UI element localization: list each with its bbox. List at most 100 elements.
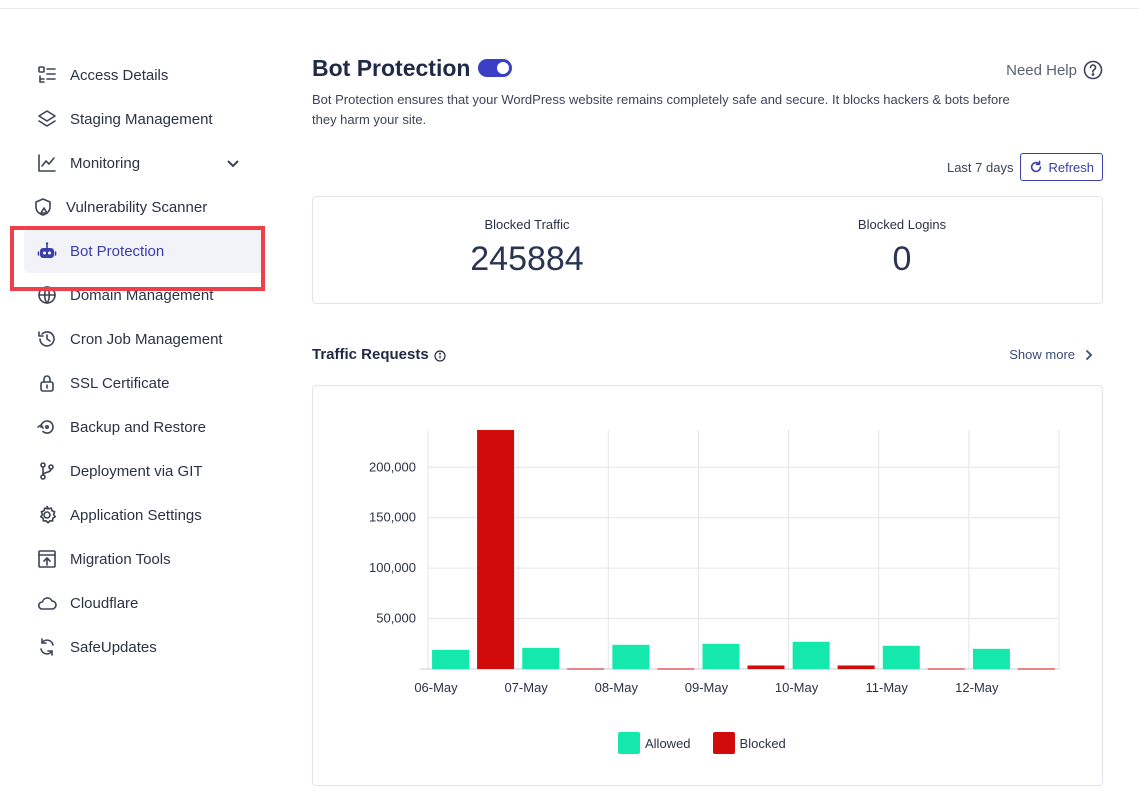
section-title-text: Traffic Requests [312, 346, 429, 363]
sidebar-item-deployment-via-git[interactable]: Deployment via GIT [24, 449, 264, 493]
top-divider [0, 8, 1139, 9]
sidebar-item-label: Cloudflare [70, 594, 139, 612]
sidebar-item-backup-and-restore[interactable]: Backup and Restore [24, 405, 264, 449]
traffic-chart: 50,000 100,000 150,000 200,000 06-May 07-May 0… [369, 430, 1060, 695]
date-range-label: Last 7 days [946, 159, 1014, 175]
sidebar-item-bot-protection[interactable]: Bot Protection [24, 229, 264, 273]
sidebar-item-label: Cron Job Management [70, 330, 223, 348]
sidebar-item-application-settings[interactable]: Application Settings [24, 493, 264, 537]
show-more-link[interactable]: Show more [1009, 347, 1095, 362]
show-more-label: Show more [1009, 347, 1075, 362]
bar-blocked [747, 665, 785, 669]
toggle-knob [497, 62, 510, 74]
clock-history-icon [36, 328, 58, 350]
info-icon[interactable] [434, 349, 446, 362]
blocked-traffic-label: Blocked Traffic [484, 217, 570, 232]
sidebar-item-label: Bot Protection [70, 242, 165, 260]
range-controls: Last 7 days Refresh [947, 153, 1103, 181]
refresh-cycle-icon [36, 636, 58, 658]
x-tick-label: 07-May [504, 680, 548, 695]
refresh-label: Refresh [1048, 159, 1094, 175]
bar-allowed [792, 641, 830, 669]
gear-icon [36, 504, 58, 526]
sidebar-item-label: SSL Certificate [70, 374, 170, 392]
legend-item-allowed[interactable]: Allowed [618, 732, 691, 754]
legend-swatch-allowed [618, 732, 640, 754]
x-tick-label: 09-May [685, 680, 729, 695]
blocked-traffic-stat: Blocked Traffic 245884 [377, 217, 677, 279]
sidebar-item-label: Access Details [70, 66, 169, 84]
bar-allowed [522, 647, 560, 669]
sidebar-item-label: Vulnerability Scanner [66, 198, 208, 216]
sidebar-item-cloudflare[interactable]: Cloudflare [24, 581, 264, 625]
cloud-icon [36, 592, 58, 614]
robot-icon [36, 240, 58, 262]
x-tick-label: 11-May [866, 680, 909, 695]
shield-icon [32, 196, 54, 218]
chart-legend: Allowed Blocked [618, 732, 808, 754]
migration-icon [36, 548, 58, 570]
bar-allowed [702, 643, 740, 669]
backup-icon [36, 416, 58, 438]
y-tick-label: 50,000 [376, 611, 416, 626]
section-title: Traffic Requests [312, 346, 1103, 363]
chevron-right-icon [1086, 349, 1093, 360]
chevron-down-icon[interactable] [224, 154, 242, 172]
legend-swatch-blocked [712, 732, 735, 754]
x-tick-label: 10-May [775, 680, 819, 695]
bar-blocked [567, 668, 605, 670]
sidebar-item-cron-job-management[interactable]: Cron Job Management [24, 317, 264, 361]
need-help-link[interactable]: Need Help [1006, 60, 1103, 80]
traffic-chart-card: 50,000 100,000 150,000 200,000 06-May 07-May 0… [312, 385, 1103, 786]
bar-blocked [657, 668, 695, 670]
sidebar-item-ssl-certificate[interactable]: SSL Certificate [24, 361, 264, 405]
blocked-logins-stat: Blocked Logins 0 [752, 217, 1052, 279]
page-description: Bot Protection ensures that your WordPre… [312, 92, 1010, 127]
main-content: Bot Protection Need Help Bot Protection … [312, 50, 1103, 786]
legend-item-blocked[interactable]: Blocked [712, 732, 786, 754]
sidebar-item-label: Monitoring [70, 154, 141, 172]
sidebar-item-vulnerability-scanner[interactable]: Vulnerability Scanner [24, 185, 264, 229]
layers-icon [36, 108, 58, 130]
sidebar-item-label: Application Settings [70, 506, 202, 524]
git-branch-icon [36, 460, 58, 482]
access-details-icon [36, 64, 58, 86]
sidebar-item-label: Backup and Restore [70, 418, 206, 436]
bot-protection-toggle[interactable] [478, 59, 513, 77]
sidebar-item-label: Domain Management [70, 286, 214, 304]
bar-allowed [882, 645, 920, 669]
sidebar-item-label: Staging Management [70, 110, 213, 128]
bar-allowed [612, 644, 650, 669]
sidebar-item-migration-tools[interactable]: Migration Tools [24, 537, 264, 581]
legend-label-blocked: Blocked [739, 735, 786, 751]
globe-www-icon [36, 284, 58, 306]
sidebar-item-label: Deployment via GIT [70, 462, 203, 480]
stats-card: Blocked Traffic 245884 Blocked Logins 0 [312, 196, 1103, 304]
y-tick-label: 200,000 [369, 459, 416, 474]
page-title: Bot Protection [312, 54, 471, 81]
refresh-button[interactable]: Refresh [1020, 153, 1103, 181]
need-help-label: Need Help [1006, 61, 1077, 79]
y-tick-label: 150,000 [369, 510, 416, 525]
sidebar-item-monitoring[interactable]: Monitoring [24, 141, 264, 185]
bar-allowed [972, 648, 1010, 669]
sidebar-item-access-details[interactable]: Access Details [24, 53, 264, 97]
sidebar-item-safeupdates[interactable]: SafeUpdates [24, 625, 264, 669]
x-tick-label: 12-May [955, 680, 999, 695]
bar-allowed [432, 649, 470, 669]
sidebar-item-staging-management[interactable]: Staging Management [24, 97, 264, 141]
x-tick-label: 06-May [414, 680, 458, 695]
y-tick-label: 100,000 [369, 560, 416, 575]
sidebar-item-domain-management[interactable]: Domain Management [24, 273, 264, 317]
chart-line-icon [36, 152, 58, 174]
blocked-logins-label: Blocked Logins [857, 217, 947, 232]
bar-blocked [1017, 668, 1055, 670]
bar-blocked [477, 430, 515, 669]
lock-icon [36, 372, 58, 394]
page-header: Bot Protection Need Help [312, 50, 1103, 86]
bar-blocked [927, 668, 965, 670]
sidebar-item-label: SafeUpdates [70, 638, 157, 656]
sidebar-nav: Access Details Staging Management Monito… [24, 53, 264, 669]
refresh-icon [1031, 160, 1042, 173]
blocked-traffic-value: 245884 [470, 240, 584, 278]
